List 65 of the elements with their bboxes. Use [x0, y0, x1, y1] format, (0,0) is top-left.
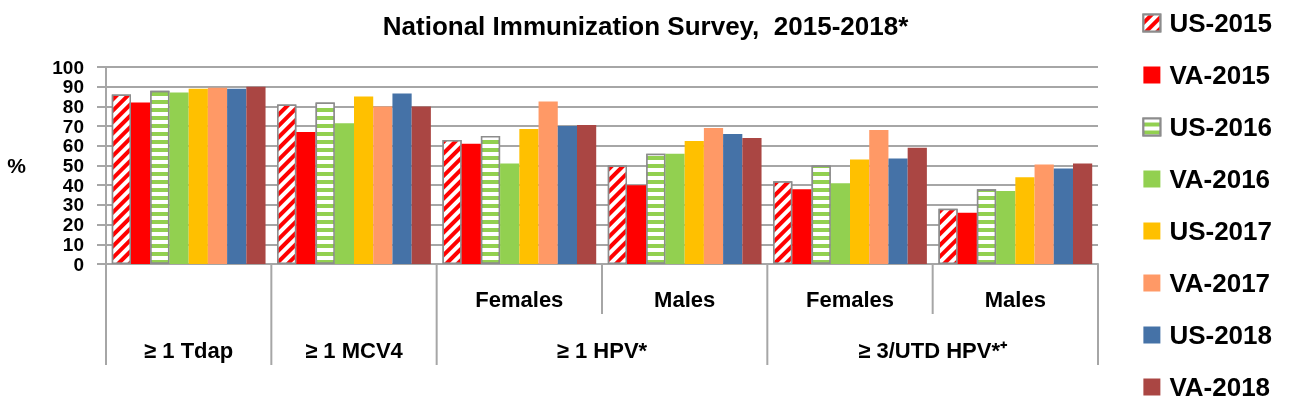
y-tick-label: 80 [62, 95, 84, 117]
y-tick-label: 100 [52, 56, 84, 78]
bar [519, 129, 539, 264]
bar [1053, 168, 1073, 264]
bar [627, 185, 647, 264]
bar [742, 137, 762, 264]
y-tick-label: 60 [62, 135, 84, 157]
bar [850, 159, 870, 264]
bar [888, 158, 908, 264]
x-tick-label: Females [475, 286, 564, 312]
legend-label: VA-2016 [1169, 164, 1271, 194]
y-tick-label: 50 [62, 155, 84, 176]
x-tick-label: Males [984, 286, 1046, 312]
y-axis-title: % [7, 154, 27, 177]
bar [996, 191, 1016, 264]
bar [684, 140, 704, 264]
bar [792, 189, 812, 264]
y-tick-label: 90 [62, 76, 84, 98]
text: ≥ 1 Tdap [144, 337, 234, 363]
chart-title: National Immunization Survey, 2015-2018* [382, 11, 910, 41]
y-tick-label: 70 [62, 115, 84, 137]
text: ≥ 3/UTD HPV*⁺ [858, 337, 1008, 363]
legend-label: US-2016 [1169, 112, 1273, 142]
bar [169, 92, 189, 264]
text: ≥ 1 MCV4 [305, 337, 404, 363]
y-tick-label: 10 [62, 233, 84, 255]
bar [227, 88, 247, 264]
bar [392, 93, 412, 264]
bar [665, 153, 685, 264]
bar [869, 130, 889, 264]
legend-label: VA-2018 [1169, 372, 1271, 402]
y-tick-label: 0 [73, 253, 84, 275]
bar [131, 102, 151, 264]
text: ≥ 1 HPV* [556, 337, 648, 363]
bar [723, 133, 743, 264]
legend-label: VA-2017 [1169, 268, 1271, 298]
bar [373, 106, 393, 264]
bar [296, 132, 316, 264]
bar [461, 143, 481, 264]
legend-label: US-2018 [1169, 320, 1273, 350]
bar [334, 123, 354, 264]
bar [1015, 177, 1035, 264]
x-tick-label: Females [805, 286, 895, 312]
bar [1034, 164, 1054, 264]
bar [1072, 163, 1093, 264]
legend-label: US-2015 [1169, 8, 1273, 38]
y-tick-label: 20 [62, 214, 84, 236]
bar [538, 101, 558, 264]
bar [188, 88, 208, 264]
x-tick-label: Males [654, 286, 716, 312]
bar [907, 147, 927, 264]
y-tick-label: 30 [62, 194, 84, 216]
bar [411, 106, 431, 264]
bar [957, 212, 977, 264]
y-tick-label: 40 [62, 174, 84, 196]
bar [557, 126, 577, 264]
bar [500, 163, 520, 264]
bar [576, 125, 597, 264]
legend-label: US-2017 [1169, 216, 1273, 246]
bar [207, 87, 228, 264]
bar [246, 86, 266, 264]
legend-label: VA-2015 [1169, 60, 1271, 90]
bar [830, 183, 850, 264]
bar [703, 128, 724, 264]
bar [354, 96, 374, 264]
